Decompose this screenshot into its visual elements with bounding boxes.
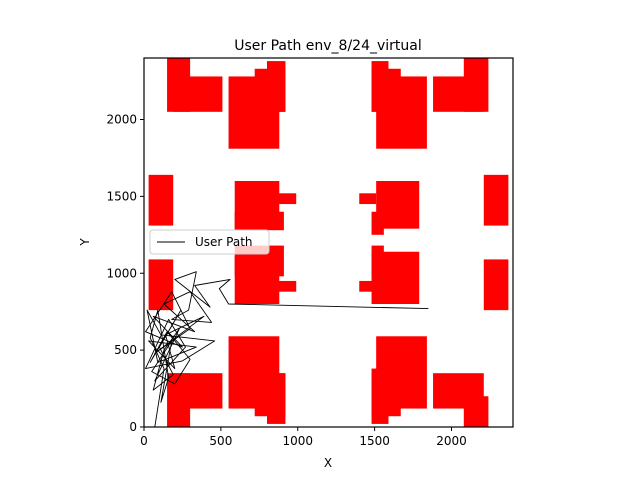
obstacle-rect-35	[463, 396, 489, 427]
series-line-user-path	[145, 271, 429, 427]
legend-box	[149, 229, 270, 255]
y-axis-label: Y	[78, 238, 92, 247]
legend: User Path	[149, 229, 270, 255]
legend-entry-user-path: User Path	[195, 235, 253, 249]
obstacle-rect-10	[148, 174, 174, 226]
path-layer	[145, 271, 429, 427]
x-axis-ticks: 0 500 1000 1500 2000	[140, 427, 467, 448]
obstacle-rect-24	[371, 245, 384, 277]
obstacle-rect-22	[359, 280, 377, 292]
y-axis-ticks: 0 500 1000 1500 2000	[106, 113, 144, 434]
x-tick-label: 1000	[282, 434, 313, 448]
obstacle-rect-4	[267, 61, 286, 112]
x-tick-label: 2000	[436, 434, 467, 448]
obstacle-rect-27	[173, 373, 223, 409]
obstacle-rect-17	[483, 174, 509, 226]
x-tick-label: 500	[209, 434, 232, 448]
y-tick-label: 2000	[106, 113, 137, 127]
obstacle-rect-33	[376, 336, 427, 409]
plot-frame	[143, 57, 514, 428]
y-tick-label: 0	[129, 420, 137, 434]
obstacle-rect-18	[148, 259, 174, 311]
obstacles-layer	[148, 58, 509, 427]
obstacle-rect-21	[273, 280, 297, 292]
obstacle-rect-16	[376, 181, 420, 229]
y-tick-label: 1000	[106, 266, 137, 280]
y-tick-label: 1500	[106, 189, 137, 203]
obstacle-rect-14	[359, 193, 377, 205]
obstacle-rect-7	[376, 76, 427, 149]
obstacle-rect-25	[483, 259, 509, 311]
obstacle-rect-1	[173, 76, 223, 112]
obstacle-rect-13	[273, 193, 297, 205]
x-tick-label: 1500	[359, 434, 390, 448]
chart-title: User Path env_8/24_virtual	[234, 38, 422, 54]
obstacle-rect-9	[463, 58, 489, 112]
obstacle-rect-12	[234, 211, 284, 231]
y-tick-label: 500	[114, 343, 137, 357]
obstacle-rect-30	[267, 373, 286, 424]
x-tick-label: 0	[140, 434, 148, 448]
x-axis-label: X	[324, 456, 332, 470]
